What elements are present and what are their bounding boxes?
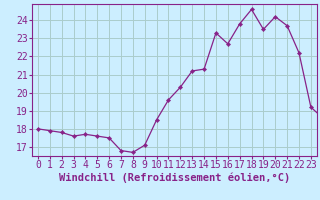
X-axis label: Windchill (Refroidissement éolien,°C): Windchill (Refroidissement éolien,°C) — [59, 173, 290, 183]
